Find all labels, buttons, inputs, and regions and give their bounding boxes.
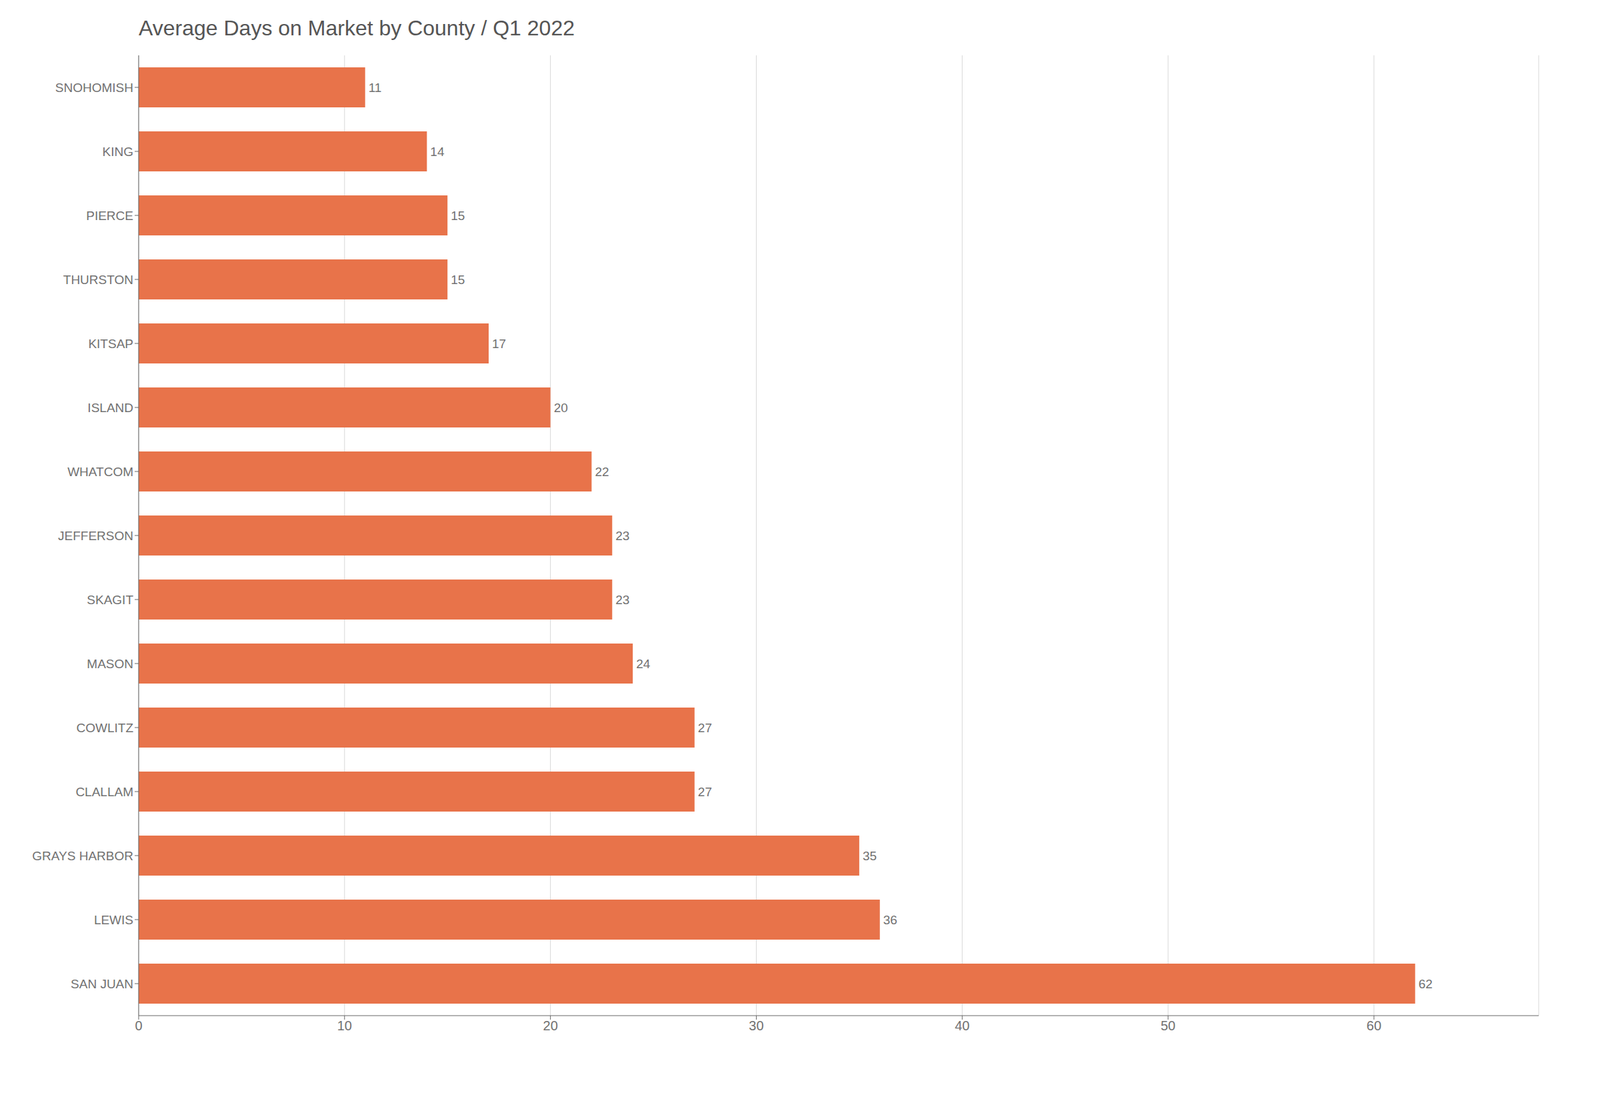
svg-text:SAN JUAN: SAN JUAN: [70, 976, 134, 991]
svg-text:LEWIS: LEWIS: [94, 912, 134, 927]
svg-text:KING: KING: [102, 144, 134, 159]
svg-text:SKAGIT: SKAGIT: [86, 592, 134, 607]
svg-text:17: 17: [492, 336, 506, 351]
svg-text:WHATCOM: WHATCOM: [67, 464, 134, 479]
svg-text:60: 60: [1366, 1018, 1382, 1033]
svg-text:50: 50: [1160, 1018, 1176, 1033]
svg-text:GRAYS HARBOR: GRAYS HARBOR: [32, 848, 134, 863]
svg-text:35: 35: [862, 848, 877, 863]
svg-text:PIERCE: PIERCE: [86, 208, 134, 223]
svg-text:36: 36: [883, 912, 898, 927]
svg-text:SNOHOMISH: SNOHOMISH: [55, 80, 134, 95]
svg-text:THURSTON: THURSTON: [63, 272, 134, 287]
svg-text:23: 23: [615, 592, 630, 607]
svg-text:30: 30: [748, 1018, 764, 1033]
svg-text:15: 15: [450, 208, 465, 223]
svg-text:KITSAP: KITSAP: [88, 336, 134, 351]
svg-text:0: 0: [134, 1018, 142, 1033]
svg-text:ISLAND: ISLAND: [87, 400, 134, 415]
html-text:Average Days on Market by Coun: Average Days on Market by County / Q1 20…: [138, 16, 575, 40]
svg-text:CLALLAM: CLALLAM: [75, 784, 134, 799]
svg-text:JEFFERSON: JEFFERSON: [58, 528, 134, 543]
svg-text:20: 20: [543, 1018, 558, 1033]
svg-text:22: 22: [594, 464, 609, 479]
svg-text:20: 20: [554, 400, 568, 415]
svg-text:14: 14: [430, 144, 445, 159]
svg-text:15: 15: [450, 272, 465, 287]
svg-text:COWLITZ: COWLITZ: [76, 720, 134, 735]
svg-text:10: 10: [337, 1018, 352, 1033]
svg-text:62: 62: [1418, 976, 1433, 991]
svg-text:24: 24: [636, 656, 651, 671]
svg-text:27: 27: [698, 784, 712, 799]
svg-text:11: 11: [368, 80, 382, 95]
svg-text:40: 40: [954, 1018, 970, 1033]
svg-text:27: 27: [698, 720, 712, 735]
svg-text:23: 23: [615, 528, 630, 543]
svg-text:MASON: MASON: [86, 656, 134, 671]
